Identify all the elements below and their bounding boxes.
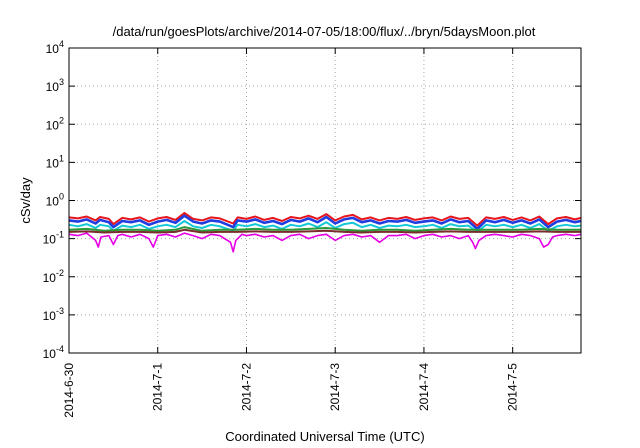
x-axis-title: Coordinated Universal Time (UTC) bbox=[225, 429, 424, 444]
y-tick-base: 10 bbox=[46, 118, 60, 132]
y-tick-base: 10 bbox=[43, 271, 57, 285]
x-tick-label: 2014-7-2 bbox=[239, 363, 253, 411]
y-tick-label: 102 bbox=[46, 115, 64, 132]
tick-layer: 10-410-310-210-11001011021031042014-6-30… bbox=[43, 39, 581, 418]
y-tick-label: 10-4 bbox=[43, 344, 64, 361]
series-layer bbox=[68, 212, 582, 253]
y-tick-exponent: 4 bbox=[59, 39, 64, 49]
y-tick-base: 10 bbox=[46, 42, 60, 56]
y-tick-exponent: 3 bbox=[59, 77, 64, 87]
y-tick-exponent: 0 bbox=[59, 192, 64, 202]
y-tick-exponent: 2 bbox=[59, 115, 64, 125]
y-tick-base: 10 bbox=[46, 156, 60, 170]
y-tick-exponent: -2 bbox=[56, 268, 64, 278]
y-axis-title: cSv/day bbox=[18, 177, 33, 224]
y-tick-base: 10 bbox=[43, 347, 57, 361]
x-tick-label: 2014-7-3 bbox=[328, 363, 342, 411]
series-line bbox=[68, 232, 582, 253]
series-line bbox=[68, 214, 582, 231]
y-tick-exponent: -4 bbox=[56, 344, 64, 354]
y-tick-label: 10-1 bbox=[43, 230, 64, 247]
x-tick-label: 2014-7-1 bbox=[151, 363, 165, 411]
y-tick-label: 10-3 bbox=[43, 306, 64, 323]
y-tick-exponent: -3 bbox=[56, 306, 64, 316]
y-tick-label: 100 bbox=[46, 192, 64, 209]
y-tick-label: 104 bbox=[46, 39, 64, 56]
x-tick-label: 2014-7-5 bbox=[506, 363, 520, 411]
y-tick-exponent: 1 bbox=[59, 153, 64, 163]
y-tick-base: 10 bbox=[46, 195, 60, 209]
series-line bbox=[68, 220, 582, 233]
grid-layer bbox=[69, 48, 581, 353]
y-tick-label: 103 bbox=[46, 77, 64, 94]
y-tick-exponent: -1 bbox=[56, 230, 64, 240]
series-line bbox=[68, 226, 581, 232]
y-tick-base: 10 bbox=[46, 80, 60, 94]
y-tick-label: 101 bbox=[46, 153, 64, 170]
series-line bbox=[68, 212, 582, 227]
x-tick-label: 2014-7-4 bbox=[417, 363, 431, 411]
y-tick-base: 10 bbox=[43, 233, 57, 247]
chart-title: /data/run/goesPlots/archive/2014-07-05/1… bbox=[113, 24, 536, 39]
x-tick-label: 2014-6-30 bbox=[62, 363, 76, 418]
y-tick-label: 10-2 bbox=[43, 268, 64, 285]
series-line bbox=[68, 228, 581, 234]
y-tick-base: 10 bbox=[43, 309, 57, 323]
